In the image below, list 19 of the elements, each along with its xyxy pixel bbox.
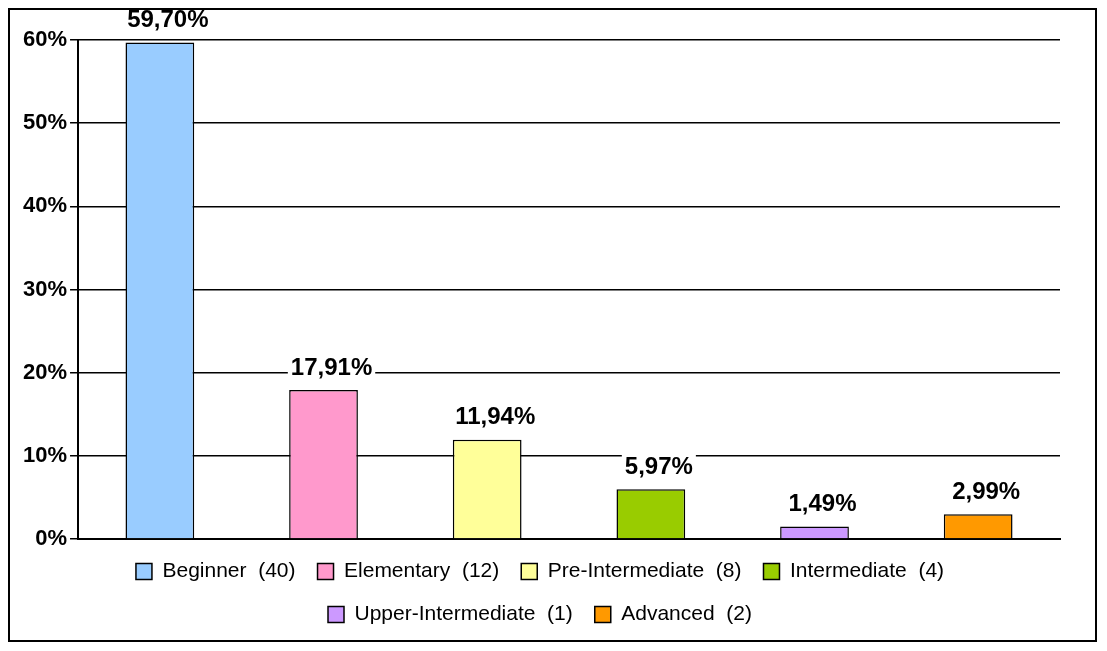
data-label: 5,97% [624,451,693,479]
legend-label: Elementary (12) [344,558,500,582]
legend-label: Advanced (2) [621,601,753,625]
y-tick-label: 0% [35,525,68,551]
data-label: 1,49% [788,489,857,517]
y-tick-label: 40% [22,192,68,218]
y-tick-label: 30% [22,275,68,301]
data-label: 17,91% [290,352,373,380]
legend-label: Beginner (40) [162,558,296,582]
legend-label: Upper-Intermediate (1) [354,601,573,625]
legend-label: Intermediate (4) [789,558,945,582]
legend-label: Pre-Intermediate (8) [547,558,742,582]
data-label: 11,94% [455,402,536,430]
y-tick-label: 10% [22,441,68,467]
y-tick-label: 60% [22,26,68,52]
y-tick-label: 50% [22,109,68,135]
y-tick-label: 20% [22,358,68,384]
data-label: 2,99% [952,476,1021,504]
data-label: 59,70% [127,5,209,33]
